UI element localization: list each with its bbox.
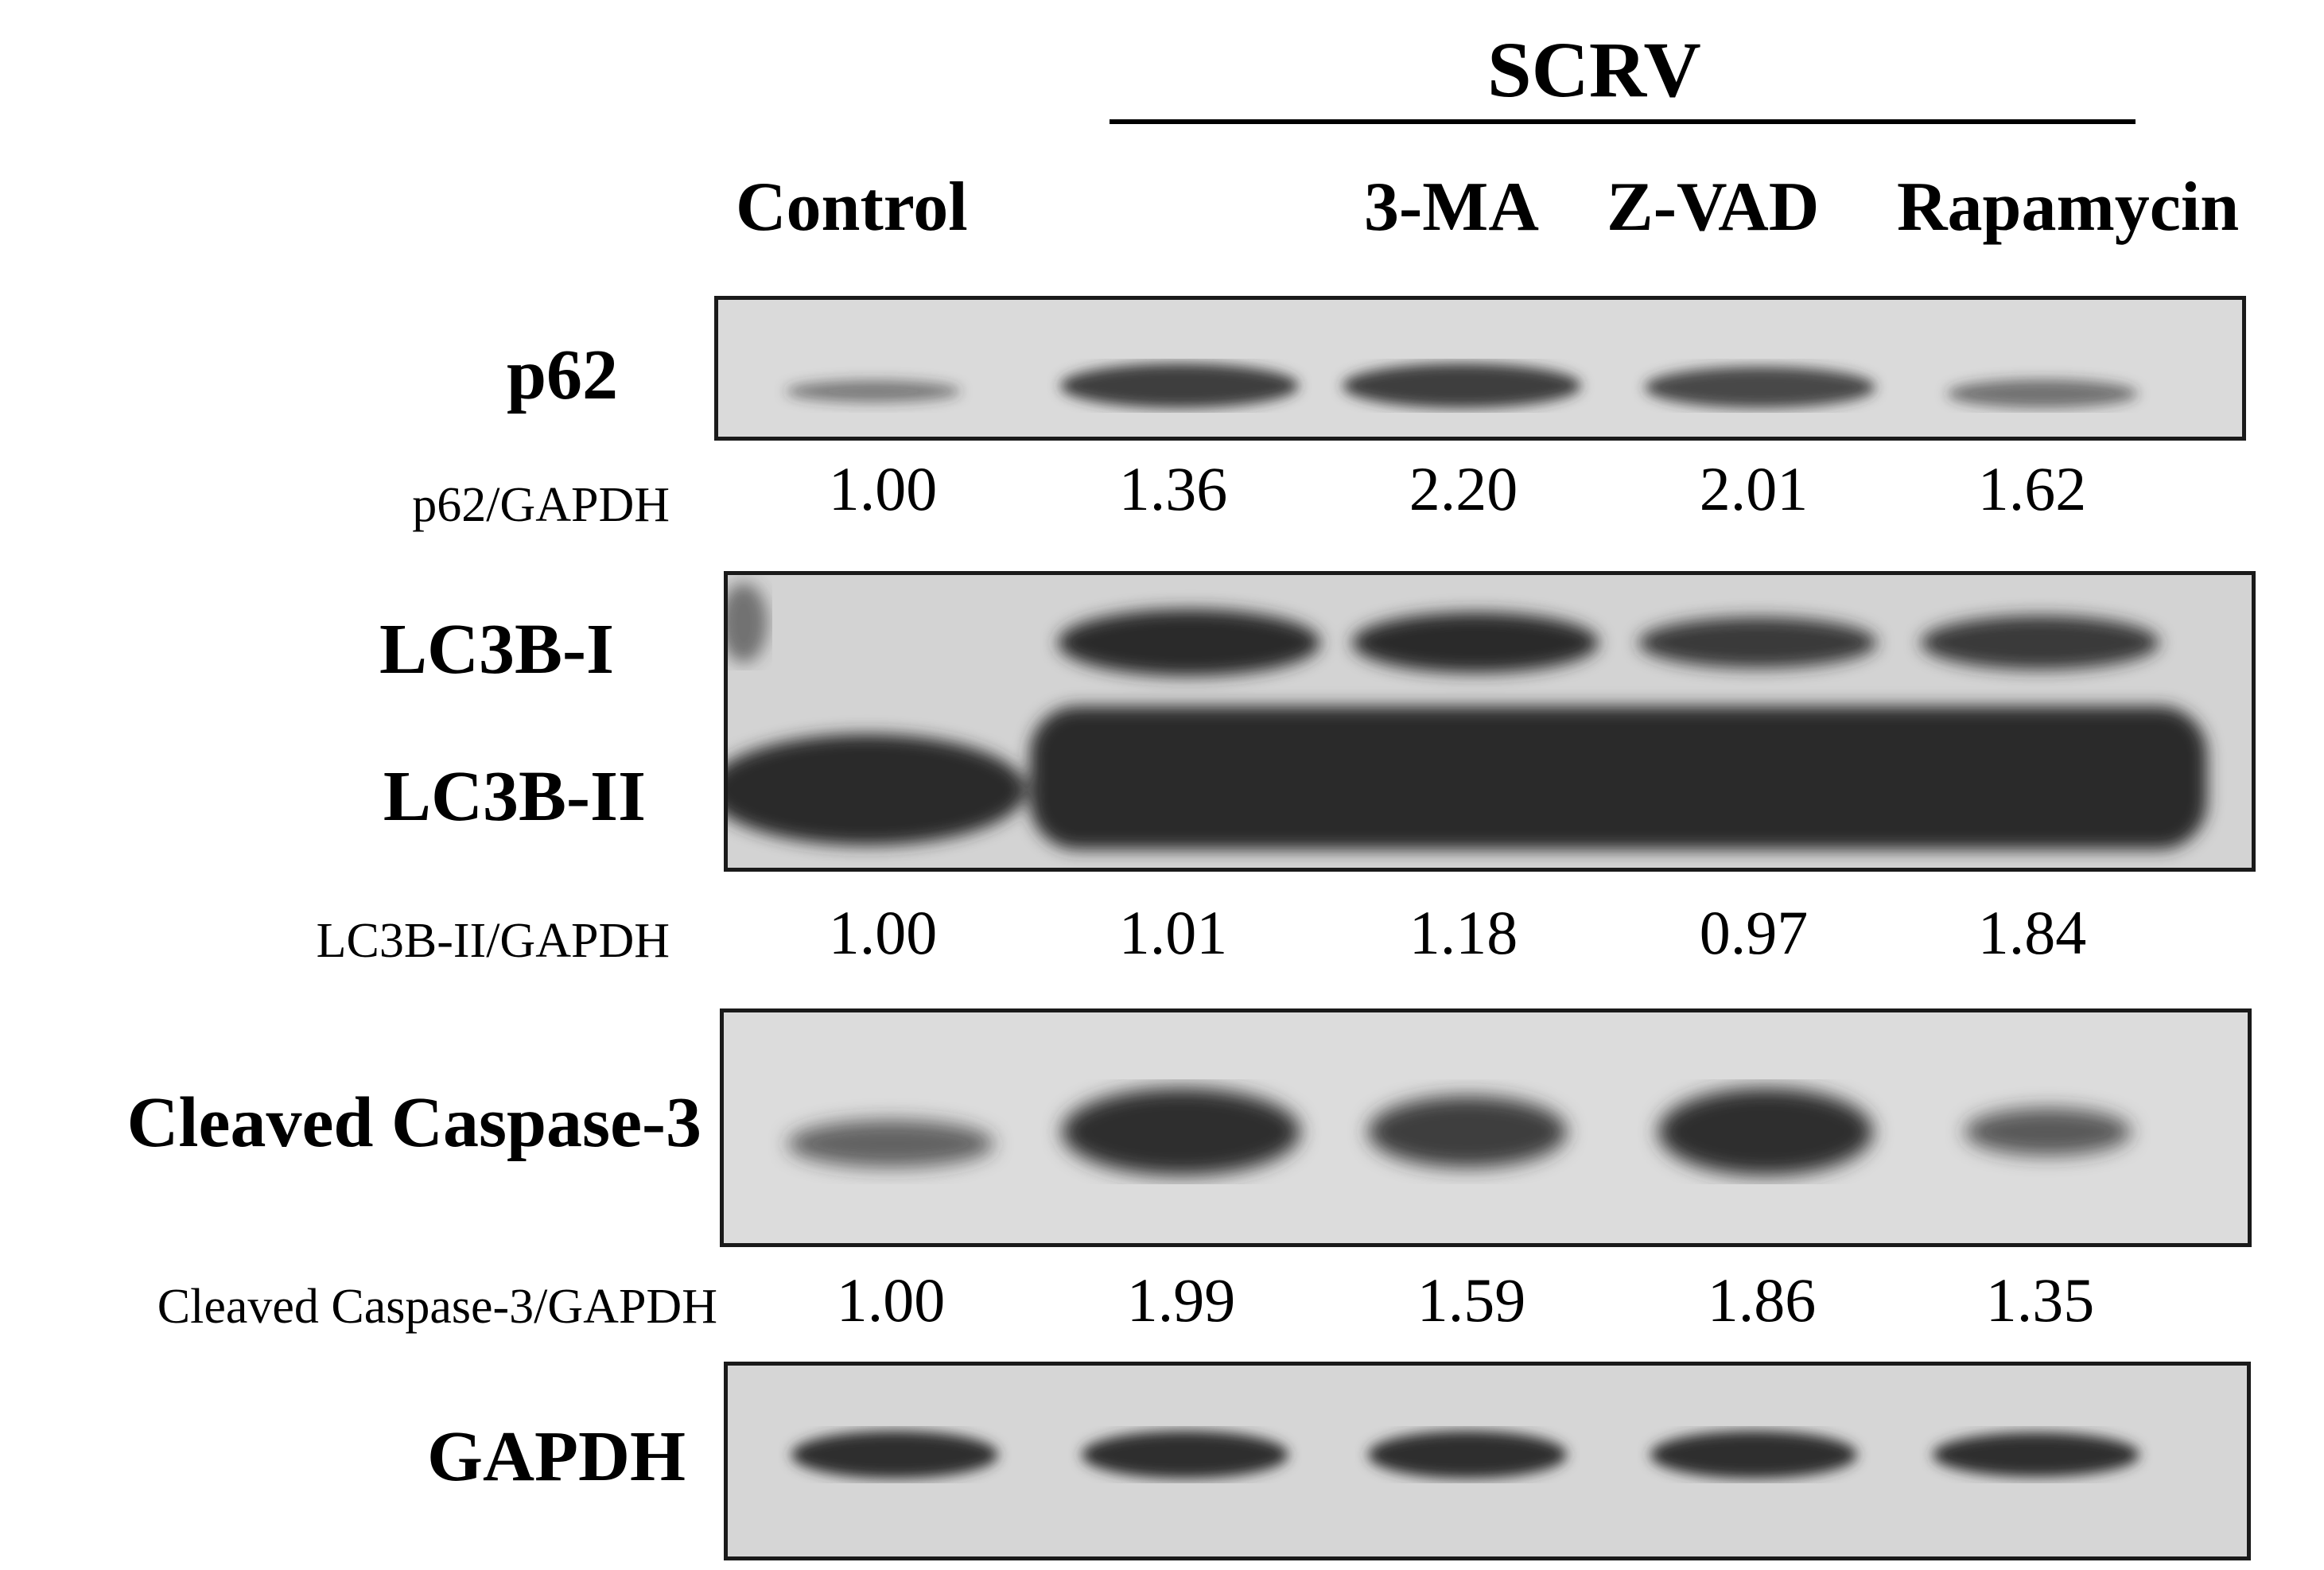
band-casp3-3ma xyxy=(1368,1096,1567,1168)
scrv-bracket-line xyxy=(1110,119,2136,124)
band-gapdh-control xyxy=(791,1431,998,1479)
ratio-value: 1.00 xyxy=(828,454,938,523)
lane-header-rapamycin: Rapamycin xyxy=(1897,169,2240,246)
ratio-value: 1.84 xyxy=(1977,898,2087,967)
band-lc3b-i-3ma xyxy=(1352,612,1599,673)
band-casp3-zvad xyxy=(1658,1088,1873,1176)
band-p62-3ma xyxy=(1343,363,1581,408)
blot-gapdh-image xyxy=(728,1366,2247,1556)
blot-cleaved-caspase3-image xyxy=(724,1012,2248,1243)
blot-cleaved-caspase3 xyxy=(720,1008,2252,1247)
ratio-label-p62: p62/GAPDH xyxy=(412,478,670,532)
band-p62-control xyxy=(786,380,961,402)
ratio-value: 1.00 xyxy=(836,1265,946,1335)
blot-p62 xyxy=(714,296,2246,441)
band-p62-zvad xyxy=(1645,367,1875,408)
band-lc3b-ii-control xyxy=(728,734,1026,845)
ratio-value: 1.99 xyxy=(1126,1265,1236,1335)
blot-gapdh xyxy=(724,1362,2251,1560)
ratio-value: 1.62 xyxy=(1977,454,2087,523)
band-lc3b-ii-treated xyxy=(1030,706,2207,849)
lane-header-zvad: Z-VAD xyxy=(1607,169,1820,246)
ratio-value: 1.86 xyxy=(1707,1265,1817,1335)
band-gapdh-scrv xyxy=(1082,1431,1288,1479)
band-gapdh-zvad xyxy=(1650,1431,1857,1479)
protein-label-lc3b-ii: LC3B-II xyxy=(383,757,646,836)
band-gapdh-3ma xyxy=(1368,1431,1567,1479)
band-lc3b-i-scrv xyxy=(1058,609,1320,676)
ratio-label-cleaved-caspase3: Cleaved Caspase-3/GAPDH xyxy=(157,1280,717,1334)
band-p62-rapamycin xyxy=(1947,379,2138,408)
band-casp3-scrv xyxy=(1062,1088,1300,1176)
ratio-value: 1.59 xyxy=(1417,1265,1526,1335)
ratio-value: 1.36 xyxy=(1118,454,1228,523)
protein-label-gapdh: GAPDH xyxy=(427,1417,686,1496)
blot-lc3b-image xyxy=(728,575,2252,868)
protein-label-lc3b-i: LC3B-I xyxy=(379,610,614,689)
lane-header-3ma: 3-MA xyxy=(1364,169,1539,246)
scrv-group-label: SCRV xyxy=(1487,25,1701,114)
band-lc3b-i-rapamycin xyxy=(1921,616,2159,670)
blot-lc3b xyxy=(724,571,2256,872)
ratio-value: 2.20 xyxy=(1409,454,1518,523)
ratio-value: 1.00 xyxy=(828,898,938,967)
band-gapdh-rapamycin xyxy=(1933,1432,2139,1477)
band-casp3-rapamycin xyxy=(1965,1108,2132,1156)
blot-p62-image xyxy=(718,300,2242,437)
ratio-value: 1.18 xyxy=(1409,898,1518,967)
band-casp3-control xyxy=(787,1120,994,1168)
band-p62-scrv xyxy=(1060,363,1299,408)
ratio-value: 1.01 xyxy=(1118,898,1228,967)
ratio-value: 0.97 xyxy=(1699,898,1809,967)
band-lc3b-i-zvad xyxy=(1638,617,1877,668)
ratio-label-lc3b-ii: LC3B-II/GAPDH xyxy=(316,914,670,968)
protein-label-cleaved-caspase3: Cleaved Caspase-3 xyxy=(126,1083,701,1162)
lane-header-control: Control xyxy=(736,169,968,246)
ratio-value: 2.01 xyxy=(1699,454,1809,523)
protein-label-p62: p62 xyxy=(506,336,618,414)
ratio-value: 1.35 xyxy=(1985,1265,2095,1335)
